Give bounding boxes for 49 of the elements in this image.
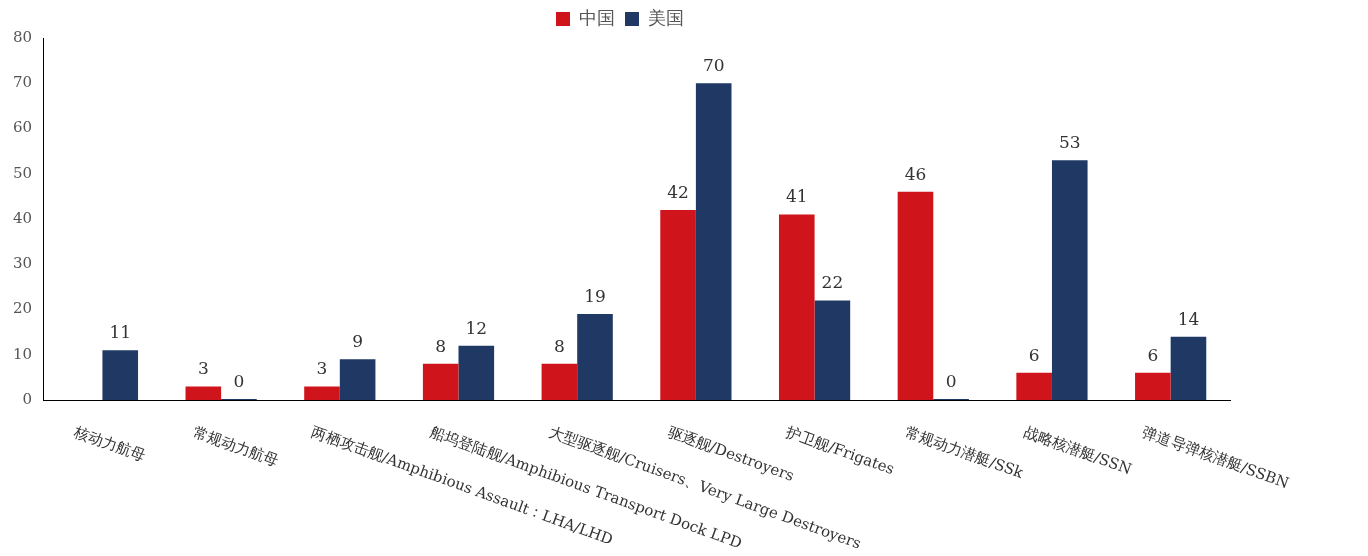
y-tick-label: 20 bbox=[12, 299, 33, 318]
data-label: 53 bbox=[1058, 132, 1081, 153]
bar bbox=[102, 350, 139, 400]
y-tick-label: 50 bbox=[12, 163, 33, 182]
bar bbox=[897, 191, 934, 400]
bar bbox=[778, 214, 815, 400]
legend-label: 美国 bbox=[648, 6, 684, 28]
data-label: 22 bbox=[821, 272, 844, 293]
bar bbox=[422, 363, 459, 400]
data-label: 8 bbox=[553, 335, 565, 356]
y-tick-label: 0 bbox=[22, 389, 33, 408]
bar bbox=[304, 386, 340, 400]
y-tick-label: 10 bbox=[12, 344, 33, 363]
data-label: 3 bbox=[197, 358, 209, 379]
bar bbox=[1135, 372, 1171, 400]
data-label: 0 bbox=[233, 370, 245, 391]
bar bbox=[695, 83, 732, 400]
data-label: 3 bbox=[316, 358, 328, 379]
y-tick-label: 30 bbox=[12, 254, 33, 273]
data-label: 19 bbox=[584, 285, 606, 306]
y-tick-label: 40 bbox=[12, 208, 33, 227]
data-label: 9 bbox=[352, 331, 364, 352]
bar bbox=[577, 314, 613, 400]
data-label: 46 bbox=[904, 163, 927, 184]
y-tick-label: 60 bbox=[12, 118, 33, 137]
y-tick-label: 80 bbox=[12, 27, 33, 46]
data-label: 12 bbox=[465, 317, 488, 338]
bar bbox=[185, 386, 222, 400]
x-tick-label: 常规动力航母 bbox=[190, 422, 282, 471]
bar bbox=[339, 359, 376, 400]
bar bbox=[660, 209, 696, 400]
y-tick-label: 70 bbox=[12, 73, 33, 92]
bar bbox=[814, 300, 851, 400]
data-label: 0 bbox=[945, 370, 957, 391]
data-label: 41 bbox=[785, 186, 808, 207]
bar bbox=[1051, 160, 1088, 400]
legend-label: 中国 bbox=[579, 6, 615, 28]
data-label: 6 bbox=[1147, 344, 1159, 365]
data-label: 11 bbox=[109, 322, 132, 343]
data-label: 70 bbox=[702, 55, 725, 76]
bar bbox=[1170, 336, 1207, 400]
bar bbox=[541, 363, 578, 400]
data-label: 8 bbox=[435, 335, 447, 356]
x-tick-label: 核动力航母 bbox=[70, 422, 149, 466]
data-label: 42 bbox=[667, 181, 689, 202]
data-label: 6 bbox=[1028, 344, 1040, 365]
bar bbox=[1016, 372, 1052, 400]
bar bbox=[458, 345, 495, 400]
data-label: 14 bbox=[1177, 308, 1200, 329]
